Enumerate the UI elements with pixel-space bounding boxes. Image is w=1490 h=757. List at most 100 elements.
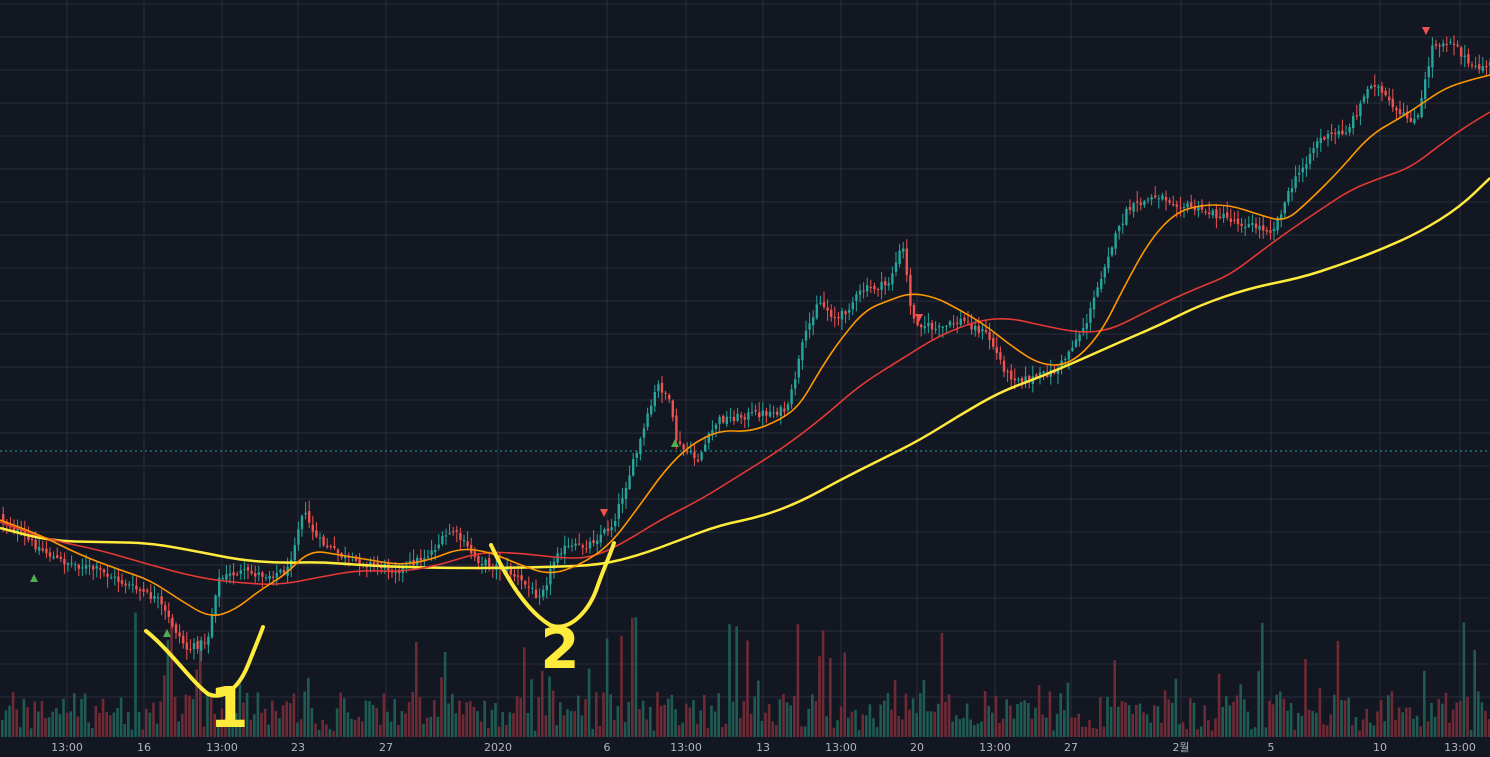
volume-bar (483, 700, 486, 737)
x-tick-label: 2020 (484, 741, 512, 753)
candle (171, 613, 174, 629)
candle (1132, 201, 1135, 218)
candle (99, 564, 102, 579)
candle (74, 561, 77, 572)
candle (300, 514, 304, 537)
volume-bar (724, 723, 728, 737)
candle (1438, 42, 1441, 58)
candle (207, 632, 210, 654)
candle (1283, 201, 1286, 218)
candle (1470, 61, 1474, 69)
candle (815, 295, 818, 320)
volume-bar (465, 702, 468, 737)
volume-bar (487, 728, 490, 737)
x-tick-label: 5 (1268, 741, 1275, 753)
volume-bar (814, 700, 818, 737)
volume-bar (785, 702, 789, 737)
candle (934, 321, 937, 334)
volume-bar (825, 716, 828, 737)
candle (455, 525, 458, 543)
candle (545, 577, 548, 599)
candle (41, 540, 44, 553)
volume-bar (983, 691, 987, 737)
volume-bar (1354, 716, 1358, 737)
volume-bar (1095, 728, 1098, 737)
volume-bar (73, 693, 76, 737)
volume-bar (1279, 691, 1282, 737)
volume-bar (191, 699, 195, 737)
candle (671, 399, 674, 422)
candle (1474, 56, 1477, 69)
volume-bar (292, 693, 296, 737)
candle (909, 267, 912, 315)
candle (1485, 60, 1488, 77)
volume-bar (1300, 715, 1304, 737)
volume-bar (1257, 671, 1260, 737)
x-tick-label: 10 (1373, 741, 1387, 753)
volume-bar (101, 698, 105, 737)
candle (430, 539, 433, 561)
volume-bar (83, 693, 87, 737)
volume-bar (51, 711, 54, 737)
candle (783, 401, 786, 417)
candle (1229, 208, 1232, 227)
candle (1456, 40, 1459, 48)
candle (1398, 100, 1402, 119)
candle (1114, 230, 1117, 256)
volume-bar (91, 728, 94, 737)
volume-bar (1214, 718, 1217, 737)
volume-bar (1041, 714, 1044, 737)
candle (156, 592, 160, 609)
volume-bar (242, 702, 245, 737)
candle (142, 581, 145, 597)
candle (1024, 366, 1027, 389)
volume-bar (307, 678, 310, 737)
candle (776, 407, 779, 418)
candle (534, 579, 538, 599)
candle (956, 316, 959, 334)
candle (981, 323, 984, 340)
volume-bar (526, 712, 530, 737)
candle (844, 309, 847, 324)
candle (696, 453, 700, 463)
candle (214, 594, 217, 623)
candle (747, 407, 750, 428)
volume-bar (1462, 622, 1466, 737)
volume-bar (278, 718, 281, 737)
candle (1118, 224, 1121, 240)
volume-bar (303, 691, 306, 737)
sell-signal-marker (915, 314, 923, 322)
candle (1416, 112, 1420, 120)
candle (1071, 340, 1074, 352)
candle (930, 319, 934, 340)
volume-bar (202, 726, 206, 737)
volume-bar (505, 724, 508, 737)
candle (59, 551, 62, 563)
volume-bar (1228, 705, 1232, 737)
candle (1312, 141, 1315, 161)
moving-average-fast (0, 74, 1490, 616)
volume-bar (713, 711, 717, 737)
candle (963, 314, 966, 325)
volume-bar (1210, 730, 1214, 737)
volume-bar (904, 693, 908, 737)
volume-bar (1275, 694, 1278, 737)
volume-bar (386, 711, 389, 737)
volume-bar (656, 691, 659, 737)
candle (239, 564, 242, 580)
x-tick-label: 16 (137, 741, 151, 753)
volume-bar (796, 624, 800, 737)
volume-bar (188, 695, 191, 737)
volume-bar (238, 683, 242, 737)
volume-bar (1333, 694, 1336, 737)
volume-bar (1293, 729, 1296, 737)
x-tick-label: 27 (379, 741, 393, 753)
buy-signal-marker (671, 439, 679, 447)
volume-bar (1153, 705, 1156, 737)
volume-bar (181, 713, 184, 737)
volume-bar (994, 695, 998, 737)
volume-bar (595, 692, 598, 737)
